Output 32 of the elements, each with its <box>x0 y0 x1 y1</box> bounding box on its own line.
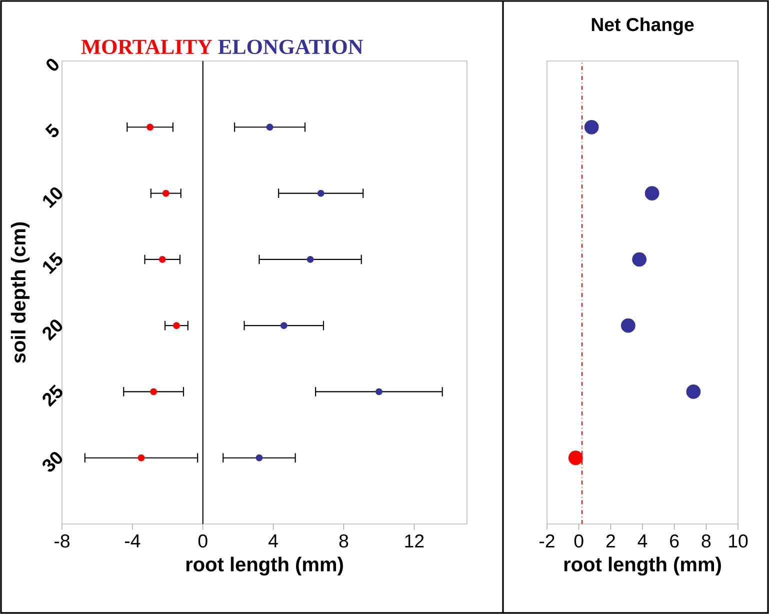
x-tick-label: -2 <box>540 534 554 548</box>
chart-title: Net Change <box>592 17 694 35</box>
x-tick-label: -4 <box>124 534 140 548</box>
y-tick-label: 25 <box>42 384 62 407</box>
y-tick-label: 30 <box>42 452 62 472</box>
x-axis-title: root length (mm) <box>186 556 343 576</box>
x-tick-label: 2 <box>606 534 615 548</box>
y-tick-label: 0 <box>46 58 58 71</box>
point <box>568 450 583 466</box>
x-tick-label: 4 <box>268 534 278 548</box>
x-tick-label: 4 <box>638 534 648 548</box>
x-tick-label: 12 <box>405 534 424 548</box>
y-tick-label: 10 <box>43 187 62 208</box>
x-tick-label: 0 <box>198 534 208 548</box>
point <box>644 186 660 200</box>
text: MORTALITY <box>81 40 212 54</box>
point <box>620 318 636 333</box>
x-tick-label: 10 <box>729 534 748 548</box>
text: ELONGATION <box>218 40 363 54</box>
y-tick-label: 20 <box>42 320 62 341</box>
point <box>584 120 599 134</box>
point <box>686 384 701 399</box>
x-tick-label: -8 <box>54 534 70 548</box>
y-axis-title: soil depth (cm) <box>10 222 30 363</box>
x-tick-label: 8 <box>702 534 711 548</box>
y-tick-label: 5 <box>45 124 59 138</box>
point <box>632 252 647 267</box>
y-tick-label: 15 <box>42 252 62 274</box>
x-tick-label: 0 <box>574 534 584 548</box>
x-axis-title: root length (mm) <box>564 556 721 576</box>
x-tick-label: 8 <box>339 534 348 548</box>
x-tick-label: 6 <box>670 534 679 548</box>
